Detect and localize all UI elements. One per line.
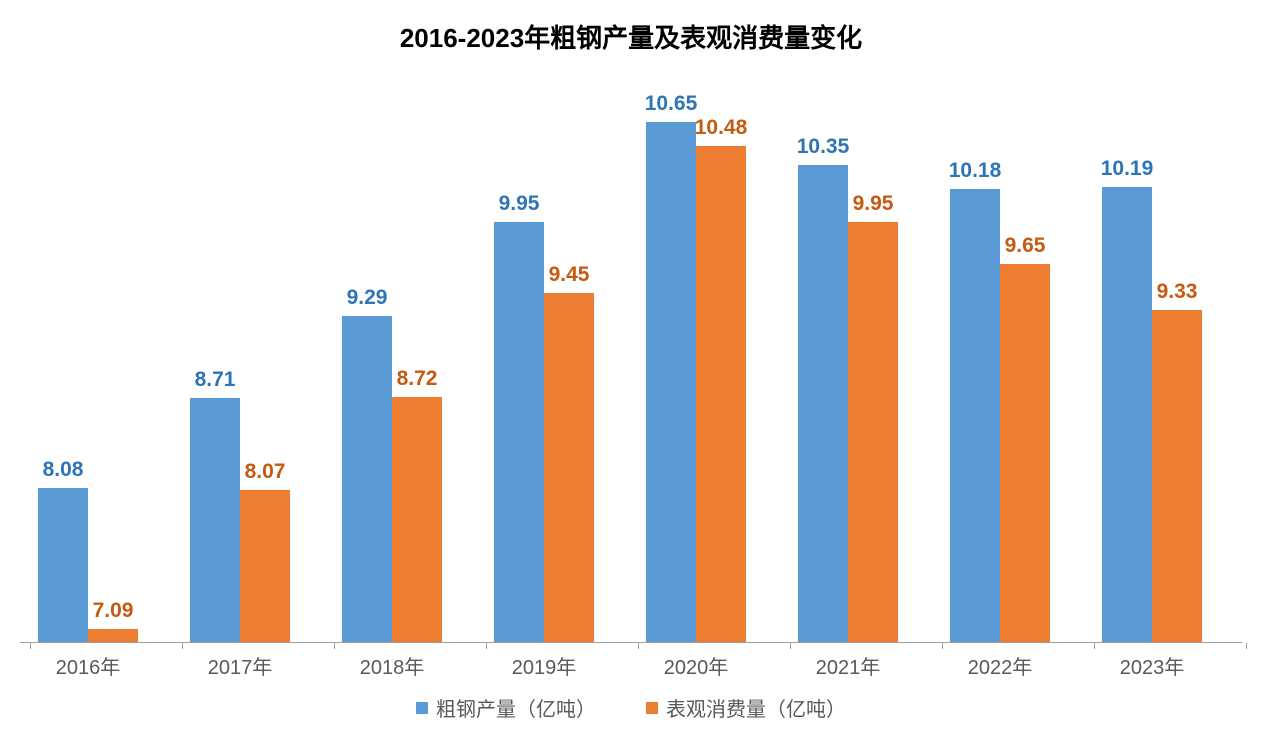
bar: 9.33: [1152, 310, 1202, 642]
x-tick: [486, 643, 487, 649]
bar-rect: [544, 293, 594, 642]
bar-group: 9.298.72: [342, 316, 442, 642]
bar-value-label: 10.48: [695, 116, 748, 146]
legend-label: 粗钢产量（亿吨）: [436, 693, 596, 722]
bar: 9.45: [544, 293, 594, 642]
bar-rect: [950, 189, 1000, 642]
bar-value-label: 8.71: [195, 368, 236, 398]
legend: 粗钢产量（亿吨） 表观消费量（亿吨）: [20, 693, 1242, 722]
x-axis-label: 2019年: [512, 651, 577, 680]
bar: 10.48: [696, 146, 746, 642]
bar-rect: [1000, 264, 1050, 642]
legend-item: 粗钢产量（亿吨）: [416, 693, 596, 722]
chart-title: 2016-2023年粗钢产量及表观消费量变化: [20, 18, 1242, 55]
x-tick: [1246, 643, 1247, 649]
bar-rect: [240, 490, 290, 642]
x-axis-label: 2018年: [360, 651, 425, 680]
x-axis-label: 2021年: [816, 651, 881, 680]
bar: 9.65: [1000, 264, 1050, 642]
x-axis-label: 2017年: [208, 651, 273, 680]
bar-rect: [1152, 310, 1202, 642]
bar-rect: [798, 165, 848, 642]
x-tick: [182, 643, 183, 649]
bar: 8.07: [240, 490, 290, 642]
bar-group: 8.087.09: [38, 488, 138, 642]
bar-value-label: 10.35: [797, 135, 850, 165]
bar-value-label: 10.18: [949, 159, 1002, 189]
x-tick: [30, 643, 31, 649]
bar-value-label: 8.72: [397, 367, 438, 397]
bar-value-label: 8.08: [43, 458, 84, 488]
x-axis-label: 2022年: [968, 651, 1033, 680]
bar-group: 10.189.65: [950, 189, 1050, 642]
bar-rect: [1102, 187, 1152, 642]
bar: 10.19: [1102, 187, 1152, 642]
legend-label: 表观消费量（亿吨）: [666, 693, 846, 722]
bar-value-label: 10.65: [645, 92, 698, 122]
bar: 10.35: [798, 165, 848, 642]
bar-rect: [848, 222, 898, 642]
bar-rect: [646, 122, 696, 642]
x-axis-label: 2020年: [664, 651, 729, 680]
bar: 8.71: [190, 398, 240, 642]
bar-group: 8.718.07: [190, 398, 290, 642]
bar-rect: [88, 629, 138, 642]
bar: 8.08: [38, 488, 88, 642]
bar-value-label: 10.19: [1101, 157, 1154, 187]
bar: 10.65: [646, 122, 696, 642]
bar-group: 10.199.33: [1102, 187, 1202, 642]
x-axis-label: 2016年: [56, 651, 121, 680]
x-tick: [790, 643, 791, 649]
bar: 9.29: [342, 316, 392, 642]
x-axis: 2016年 2017年 2018年 2019年 2020年 2021年 2022年 2023年: [20, 643, 1242, 687]
x-tick: [638, 643, 639, 649]
bar-rect: [696, 146, 746, 642]
x-tick: [334, 643, 335, 649]
bar-rect: [342, 316, 392, 642]
bar: 9.95: [848, 222, 898, 642]
bar-rect: [38, 488, 88, 642]
bar-group: 10.359.95: [798, 165, 898, 642]
bar-group: 10.6510.48: [646, 122, 746, 642]
legend-swatch: [646, 702, 658, 714]
bar-value-label: 9.95: [853, 192, 894, 222]
x-tick: [942, 643, 943, 649]
bar: 8.72: [392, 397, 442, 642]
bar-value-label: 9.95: [499, 192, 540, 222]
legend-item: 表观消费量（亿吨）: [646, 693, 846, 722]
plot-area: 8.087.098.718.079.298.729.959.4510.6510.…: [20, 73, 1242, 643]
bar: 10.18: [950, 189, 1000, 642]
bar-value-label: 9.29: [347, 286, 388, 316]
bar-rect: [494, 222, 544, 642]
bar-value-label: 9.65: [1005, 234, 1046, 264]
legend-swatch: [416, 702, 428, 714]
bar-value-label: 7.09: [93, 599, 134, 629]
bar-value-label: 9.33: [1157, 280, 1198, 310]
bar-rect: [190, 398, 240, 642]
x-tick: [1094, 643, 1095, 649]
bar-value-label: 8.07: [245, 460, 286, 490]
bar-rect: [392, 397, 442, 642]
chart-container: 2016-2023年粗钢产量及表观消费量变化 8.087.098.718.079…: [0, 0, 1262, 740]
x-axis-label: 2023年: [1120, 651, 1185, 680]
bar-group: 9.959.45: [494, 222, 594, 642]
bar: 7.09: [88, 629, 138, 642]
bar-value-label: 9.45: [549, 263, 590, 293]
bar: 9.95: [494, 222, 544, 642]
